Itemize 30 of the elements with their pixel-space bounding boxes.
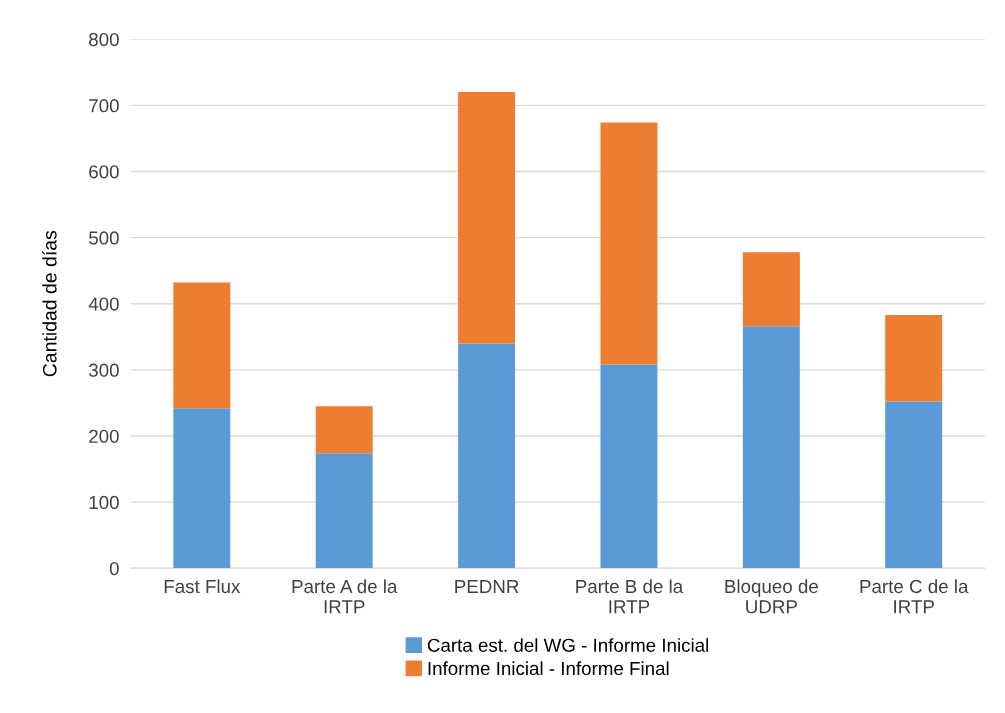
bar <box>742 326 800 569</box>
legend-label: Informe Inicial - Informe Final <box>428 661 669 676</box>
x-tick-label: Parte C de la IRTP <box>860 579 969 614</box>
y-tick-label: 200 <box>89 429 119 443</box>
y-tick-label: 300 <box>88 363 119 377</box>
bar <box>600 364 658 569</box>
bar <box>885 401 943 569</box>
bar <box>458 92 516 344</box>
y-tick-label: 500 <box>89 231 119 245</box>
bar <box>885 314 943 402</box>
bar <box>742 252 800 327</box>
bar <box>173 408 231 569</box>
x-tick-label: Bloqueo de UDRP <box>725 579 818 614</box>
legend-label: Carta est. del WG - Informe Inicial <box>427 638 709 652</box>
y-tick-label: 100 <box>89 495 119 510</box>
y-tick-label: 400 <box>88 297 119 311</box>
x-tick-label: Fast Flux <box>164 579 241 594</box>
y-tick-label: 600 <box>89 165 119 179</box>
x-tick-label: Parte B de la IRTP <box>576 579 684 614</box>
bar <box>458 343 516 569</box>
bar <box>315 453 373 569</box>
y-tick-label: 0 <box>109 561 119 576</box>
x-tick-label: PEDNR <box>455 580 519 593</box>
bar <box>600 122 658 365</box>
x-tick-label: Parte A de la IRTP <box>292 579 398 614</box>
bar <box>173 282 231 409</box>
y-tick-label: 800 <box>89 32 119 47</box>
y-axis-title: Cantidad de días <box>42 230 57 377</box>
y-tick-label: 700 <box>89 99 119 113</box>
bar <box>315 406 373 454</box>
